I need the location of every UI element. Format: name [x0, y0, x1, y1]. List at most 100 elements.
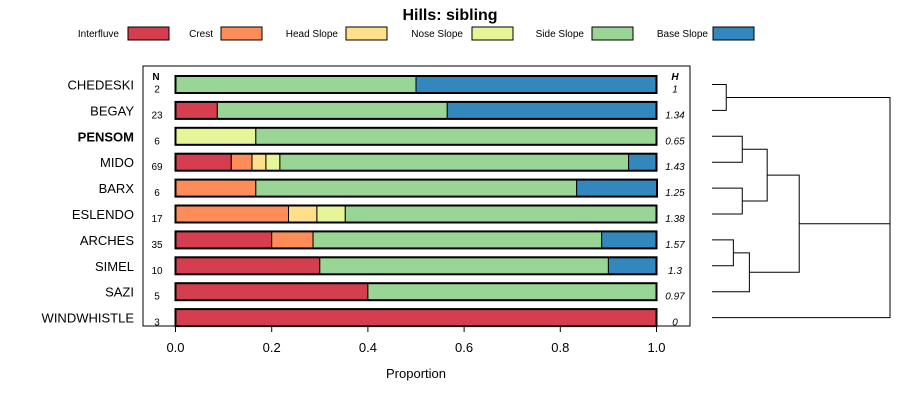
bar-segment [279, 153, 630, 172]
legend-label: Head Slope [286, 29, 339, 40]
dendrogram-link [726, 96, 891, 225]
legend-label: Interfluve [78, 29, 120, 40]
x-tick-label: 0.6 [455, 340, 473, 355]
bar-outline [174, 256, 658, 276]
row: WINDWHISTLE 3 0 [42, 308, 678, 329]
dendrogram [712, 84, 891, 319]
bar-segment [175, 179, 257, 198]
row: BARX 6 1.25 [99, 178, 685, 199]
legend-swatch [712, 26, 755, 41]
n-value: 35 [151, 240, 163, 251]
legend-label: Nose Slope [411, 29, 463, 40]
row: ESLENDO 17 1.38 [72, 204, 685, 225]
x-tick-label: 0.4 [359, 340, 377, 355]
row: ARCHES 35 1.57 [80, 230, 685, 251]
legend-item: Side Slope [536, 26, 634, 41]
row-label: WINDWHISTLE [42, 311, 135, 326]
dendrogram-link [712, 135, 743, 163]
bar-outline [174, 282, 658, 302]
bar-segment [175, 153, 232, 172]
bar-segment [312, 230, 603, 249]
legend-swatch [591, 26, 634, 41]
n-value: 3 [154, 318, 160, 329]
row: MIDO 69 1.43 [100, 152, 685, 173]
bar-segment [175, 256, 321, 275]
bar-outline [174, 126, 658, 146]
bar-segment [415, 75, 657, 94]
row: SIMEL 10 1.3 [95, 256, 682, 277]
h-value: 1.25 [665, 188, 685, 199]
bar-segment [271, 230, 314, 249]
n-column-header: N [152, 72, 159, 83]
dendrogram-link [712, 84, 727, 111]
bar-segment [251, 153, 267, 172]
legend-item: Interfluve [78, 26, 170, 41]
row: PENSOM 6 0.65 [78, 126, 685, 147]
legend-swatch [127, 26, 170, 41]
bar-segment [175, 205, 290, 223]
h-value: 1.3 [668, 266, 682, 277]
bar-segment [288, 205, 318, 223]
h-value: 1.34 [665, 110, 685, 121]
legend-item: Nose Slope [411, 26, 514, 41]
bar-segment [175, 282, 369, 301]
legend-item: Head Slope [286, 26, 388, 41]
bar-outline [174, 152, 658, 172]
h-value: 0.97 [665, 292, 685, 303]
x-tick-label: 0.2 [263, 340, 281, 355]
rows: CHEDESKI 2 1 BEGAY 23 1.34 PENSOM 6 0.65 MIDO 69 1.… [42, 75, 685, 329]
bar-segment [344, 205, 657, 223]
bar-outline [174, 178, 658, 198]
bar-outline [174, 204, 658, 224]
dendrogram-link [712, 252, 750, 293]
h-value: 1 [672, 85, 678, 96]
bar-segment [367, 282, 657, 301]
bar-segment [255, 179, 578, 198]
row: BEGAY 23 1.34 [90, 100, 685, 121]
bar-outline [174, 75, 658, 94]
row-label: ARCHES [80, 233, 135, 248]
legend-swatch [220, 26, 263, 41]
h-value: 1.57 [665, 240, 685, 251]
chart-title: Hills: sibling [402, 7, 497, 24]
row-label: SAZI [105, 285, 134, 300]
bar-segment [175, 230, 273, 249]
bar-segment [255, 127, 657, 146]
x-tick-label: 0.8 [551, 340, 569, 355]
bar-segment [175, 75, 417, 94]
bar-outline [174, 308, 658, 328]
n-value: 5 [154, 292, 160, 303]
bar-segment [316, 205, 346, 223]
row: CHEDESKI 2 1 [68, 75, 678, 96]
bar-segment [601, 230, 658, 249]
h-value: 1.43 [665, 162, 685, 173]
legend-swatch [471, 26, 514, 41]
bar-outline [174, 100, 658, 120]
row: SAZI 5 0.97 [105, 282, 685, 303]
n-value: 2 [154, 85, 160, 96]
h-value: 0 [672, 318, 678, 329]
x-axis-title: Proportion [386, 366, 446, 381]
x-tick-label: 1.0 [647, 340, 665, 355]
bar-segment [607, 256, 658, 275]
row-label: BARX [99, 181, 135, 196]
bar-segment [319, 256, 609, 275]
x-axis: 0.0 0.2 0.4 0.6 0.8 1.0 [166, 326, 666, 355]
h-value: 0.65 [665, 136, 685, 147]
row-label: SIMEL [95, 259, 134, 274]
legend-label: Base Slope [657, 29, 709, 40]
legend: Interfluve Crest Head Slope Nose Slope Side … [78, 26, 755, 41]
bar-segment [175, 101, 218, 120]
legend-label: Crest [189, 29, 213, 40]
n-value: 69 [151, 162, 163, 173]
n-value: 6 [154, 188, 160, 199]
legend-item: Crest [189, 26, 263, 41]
legend-label: Side Slope [536, 29, 585, 40]
row-label: BEGAY [90, 103, 134, 118]
n-value: 17 [151, 214, 163, 225]
bar-segment [446, 101, 658, 120]
row-label: CHEDESKI [68, 78, 134, 93]
n-value: 23 [151, 110, 163, 121]
dendrogram-link [749, 174, 800, 273]
